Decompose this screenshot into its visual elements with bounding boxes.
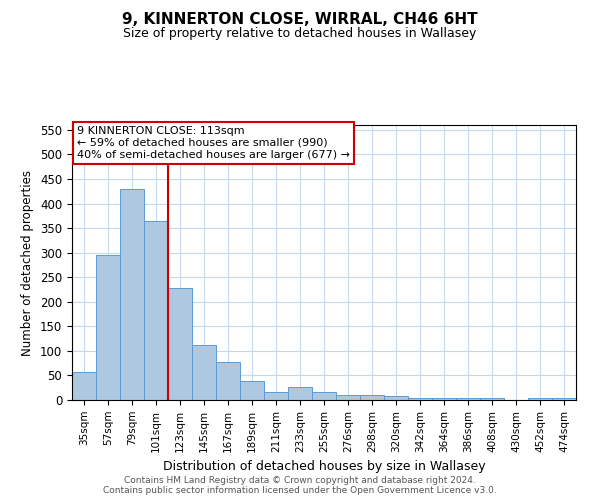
Y-axis label: Number of detached properties: Number of detached properties	[22, 170, 34, 356]
Bar	[192, 344, 216, 400]
Bar	[96, 255, 120, 400]
Bar	[120, 189, 144, 400]
Text: Contains HM Land Registry data © Crown copyright and database right 2024.
Contai: Contains HM Land Registry data © Crown c…	[103, 476, 497, 495]
Bar	[384, 396, 408, 400]
Text: 9, KINNERTON CLOSE, WIRRAL, CH46 6HT: 9, KINNERTON CLOSE, WIRRAL, CH46 6HT	[122, 12, 478, 28]
Bar	[72, 372, 96, 400]
Bar	[264, 392, 288, 400]
Bar	[312, 392, 336, 400]
Bar	[408, 398, 432, 400]
Bar	[144, 221, 168, 400]
Bar	[336, 395, 360, 400]
Bar	[240, 382, 264, 400]
Bar	[432, 398, 456, 400]
Bar	[288, 386, 312, 400]
Text: 9 KINNERTON CLOSE: 113sqm
← 59% of detached houses are smaller (990)
40% of semi: 9 KINNERTON CLOSE: 113sqm ← 59% of detac…	[77, 126, 350, 160]
Bar	[360, 394, 384, 400]
Bar	[216, 362, 240, 400]
Text: Size of property relative to detached houses in Wallasey: Size of property relative to detached ho…	[124, 28, 476, 40]
Bar	[528, 398, 552, 400]
Bar	[552, 398, 576, 400]
Bar	[456, 398, 480, 400]
Bar	[168, 288, 192, 400]
Bar	[480, 398, 504, 400]
X-axis label: Distribution of detached houses by size in Wallasey: Distribution of detached houses by size …	[163, 460, 485, 473]
